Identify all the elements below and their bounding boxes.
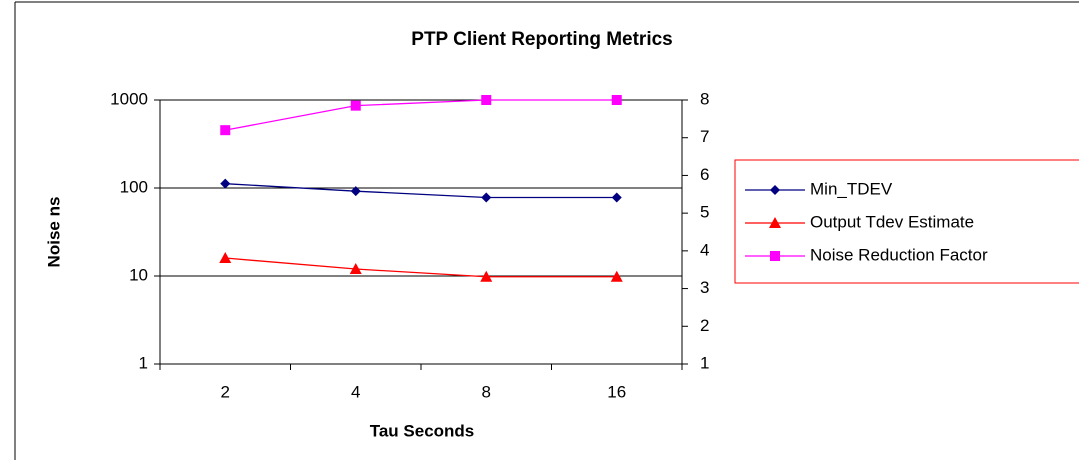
marker [349,263,362,275]
marker [770,185,780,195]
x-tick-label: 2 [221,382,230,401]
marker [769,217,781,228]
marker [481,95,492,105]
x-tick-label: 4 [351,382,360,401]
marker [611,95,622,105]
legend-label: Noise Reduction Factor [810,245,988,264]
y2-tick-label: 5 [700,203,709,222]
marker [770,251,780,261]
marker [220,178,231,189]
legend-label: Min_TDEV [810,179,893,198]
marker [481,192,492,203]
y-tick-label: 100 [120,177,148,196]
marker [350,100,361,111]
legend-box [734,159,1079,284]
y2-tick-label: 4 [700,240,709,259]
marker [350,186,361,197]
y2-tick-label: 8 [700,89,709,108]
y-tick-label: 1000 [110,89,148,108]
y2-tick-label: 1 [700,353,709,372]
y2-tick-label: 3 [700,278,709,297]
y-tick-label: 10 [129,265,148,284]
x-tick-label: 8 [482,382,491,401]
chart-title: PTP Client Reporting Metrics [411,29,672,50]
y2-tick-label: 7 [700,127,709,146]
y2-tick-label: 2 [700,316,709,335]
x-axis-label: Tau Seconds [370,421,475,440]
x-tick-label: 16 [607,382,626,401]
marker [610,270,623,282]
legend-label: Output Tdev Estimate [810,212,974,231]
y-tick-label: 1 [139,353,148,372]
series-line [225,183,617,199]
series-line [225,99,617,131]
marker [611,192,622,203]
marker [219,252,232,264]
marker [480,270,493,282]
y-axis-label: Noise ns [44,197,63,268]
marker [220,125,231,136]
y2-tick-label: 6 [700,165,709,184]
series-line [225,257,617,278]
